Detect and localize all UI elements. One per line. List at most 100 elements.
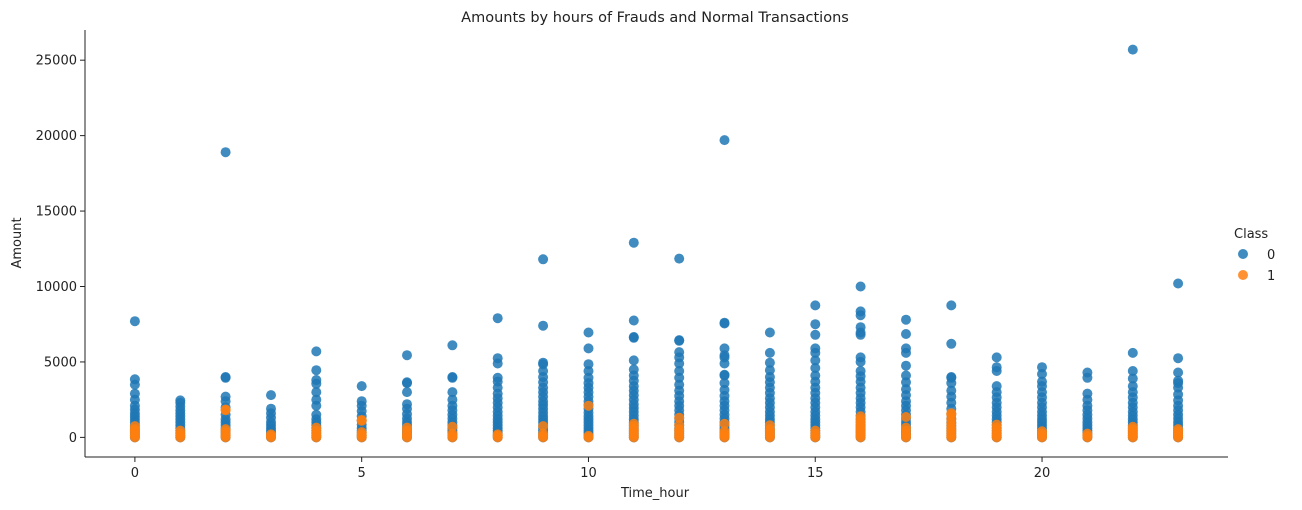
- x-axis-ticks: 0 5 10 15 20: [131, 457, 1050, 481]
- point-class-0-316: [855, 352, 866, 363]
- y-tick-label-25000: 25000: [36, 54, 77, 69]
- y-axis-title: Amount: [10, 217, 25, 268]
- point-class-0-248: [719, 343, 730, 354]
- legend-label-class-0: 0: [1267, 248, 1275, 263]
- point-class-0-95: [402, 399, 412, 410]
- y-tick-label-15000: 15000: [36, 205, 77, 220]
- point-class-0-431: [1127, 44, 1138, 55]
- point-class-0-294: [810, 329, 821, 340]
- point-class-0-427: [1127, 381, 1138, 392]
- point-class-1-88: [855, 411, 866, 422]
- point-class-0-338: [901, 370, 911, 381]
- point-class-1-28: [356, 427, 367, 438]
- point-class-0-269: [764, 365, 775, 376]
- point-class-0-68: [311, 387, 322, 398]
- point-class-1-46: [538, 421, 549, 432]
- point-class-0-134: [492, 353, 503, 364]
- point-class-0-289: [810, 370, 821, 381]
- point-class-1-19: [266, 429, 276, 440]
- point-class-0-428: [1127, 373, 1138, 384]
- point-class-0-359: [946, 372, 957, 382]
- point-class-0-270: [764, 357, 775, 368]
- point-class-1-128: [1173, 424, 1184, 435]
- legend-label-class-1: 1: [1267, 269, 1275, 284]
- point-class-0-227: [674, 253, 685, 264]
- point-class-0-111: [447, 394, 458, 405]
- point-class-1-14: [220, 424, 231, 435]
- legend: Class 0 1: [1234, 227, 1275, 284]
- point-class-0-72: [311, 346, 322, 357]
- point-class-0-376: [991, 381, 1002, 392]
- point-class-0-67: [311, 394, 322, 405]
- point-class-0-250: [719, 317, 730, 328]
- point-class-0-378: [991, 362, 1002, 373]
- point-class-1-24: [311, 422, 322, 433]
- point-class-0-65: [311, 409, 322, 420]
- y-tick-label-0: 0: [69, 431, 77, 446]
- point-class-0-272: [764, 327, 775, 338]
- legend-marker-class-1: [1238, 270, 1248, 280]
- point-class-0-200: [628, 355, 639, 366]
- point-class-0-341: [901, 343, 911, 354]
- y-axis-ticks: 0 5000 10000 15000 20000 25000: [36, 54, 85, 446]
- point-class-0-44: [220, 372, 231, 382]
- point-class-0-242: [719, 378, 730, 389]
- point-class-1-39: [447, 421, 458, 432]
- point-class-0-15: [129, 374, 140, 385]
- y-tick-label-5000: 5000: [44, 355, 77, 370]
- x-tick-label-5: 5: [358, 466, 366, 481]
- point-class-0-291: [810, 355, 821, 366]
- point-class-0-42: [220, 391, 231, 402]
- point-class-0-13: [129, 388, 140, 399]
- point-class-0-449: [1173, 353, 1184, 364]
- point-class-1-56: [628, 418, 639, 429]
- point-class-0-96: [402, 387, 412, 398]
- point-class-0-322: [855, 281, 866, 292]
- point-class-0-202: [628, 332, 639, 342]
- y-tick-label-20000: 20000: [36, 129, 77, 144]
- point-class-0-45: [220, 147, 231, 158]
- point-class-1-48: [583, 430, 594, 441]
- point-class-0-296: [810, 300, 821, 311]
- point-class-0-180: [583, 327, 594, 338]
- chart-title: Amounts by hours of Frauds and Normal Tr…: [461, 10, 849, 26]
- point-class-0-339: [901, 360, 911, 371]
- y-tick-label-10000: 10000: [36, 280, 77, 295]
- point-class-0-271: [764, 347, 775, 358]
- point-class-1-94: [901, 412, 911, 422]
- point-class-1-42: [492, 429, 503, 440]
- point-class-1-114: [1037, 426, 1047, 437]
- point-class-0-157: [538, 320, 549, 331]
- point-class-0-135: [492, 313, 503, 324]
- data-points: [129, 44, 1184, 443]
- point-class-0-203: [628, 315, 639, 326]
- point-class-1-62: [674, 420, 685, 431]
- point-class-0-295: [810, 319, 821, 330]
- point-class-0-360: [946, 338, 957, 349]
- point-class-0-98: [402, 377, 412, 388]
- point-class-0-115: [447, 340, 458, 351]
- point-class-0-55: [266, 403, 276, 414]
- point-class-0-410: [1082, 388, 1093, 399]
- point-class-0-343: [901, 314, 911, 325]
- point-class-1-67: [719, 426, 730, 437]
- point-class-0-112: [447, 387, 458, 398]
- point-class-1-49: [583, 400, 594, 411]
- point-class-0-412: [1082, 367, 1093, 378]
- point-class-0-16: [129, 316, 140, 327]
- point-class-0-430: [1127, 347, 1138, 358]
- point-class-0-83: [356, 396, 367, 407]
- point-class-1-16: [220, 404, 231, 415]
- point-class-0-397: [1037, 362, 1047, 373]
- point-class-0-319: [855, 322, 866, 333]
- point-class-1-117: [1082, 428, 1093, 439]
- point-class-1-35: [402, 422, 412, 433]
- point-class-0-429: [1127, 366, 1138, 376]
- point-class-0-342: [901, 329, 911, 339]
- point-class-1-30: [356, 415, 367, 425]
- x-tick-label-0: 0: [131, 466, 139, 481]
- legend-title: Class: [1234, 227, 1268, 242]
- point-class-0-395: [1037, 376, 1047, 387]
- point-class-0-290: [810, 363, 821, 373]
- point-class-0-84: [356, 381, 367, 392]
